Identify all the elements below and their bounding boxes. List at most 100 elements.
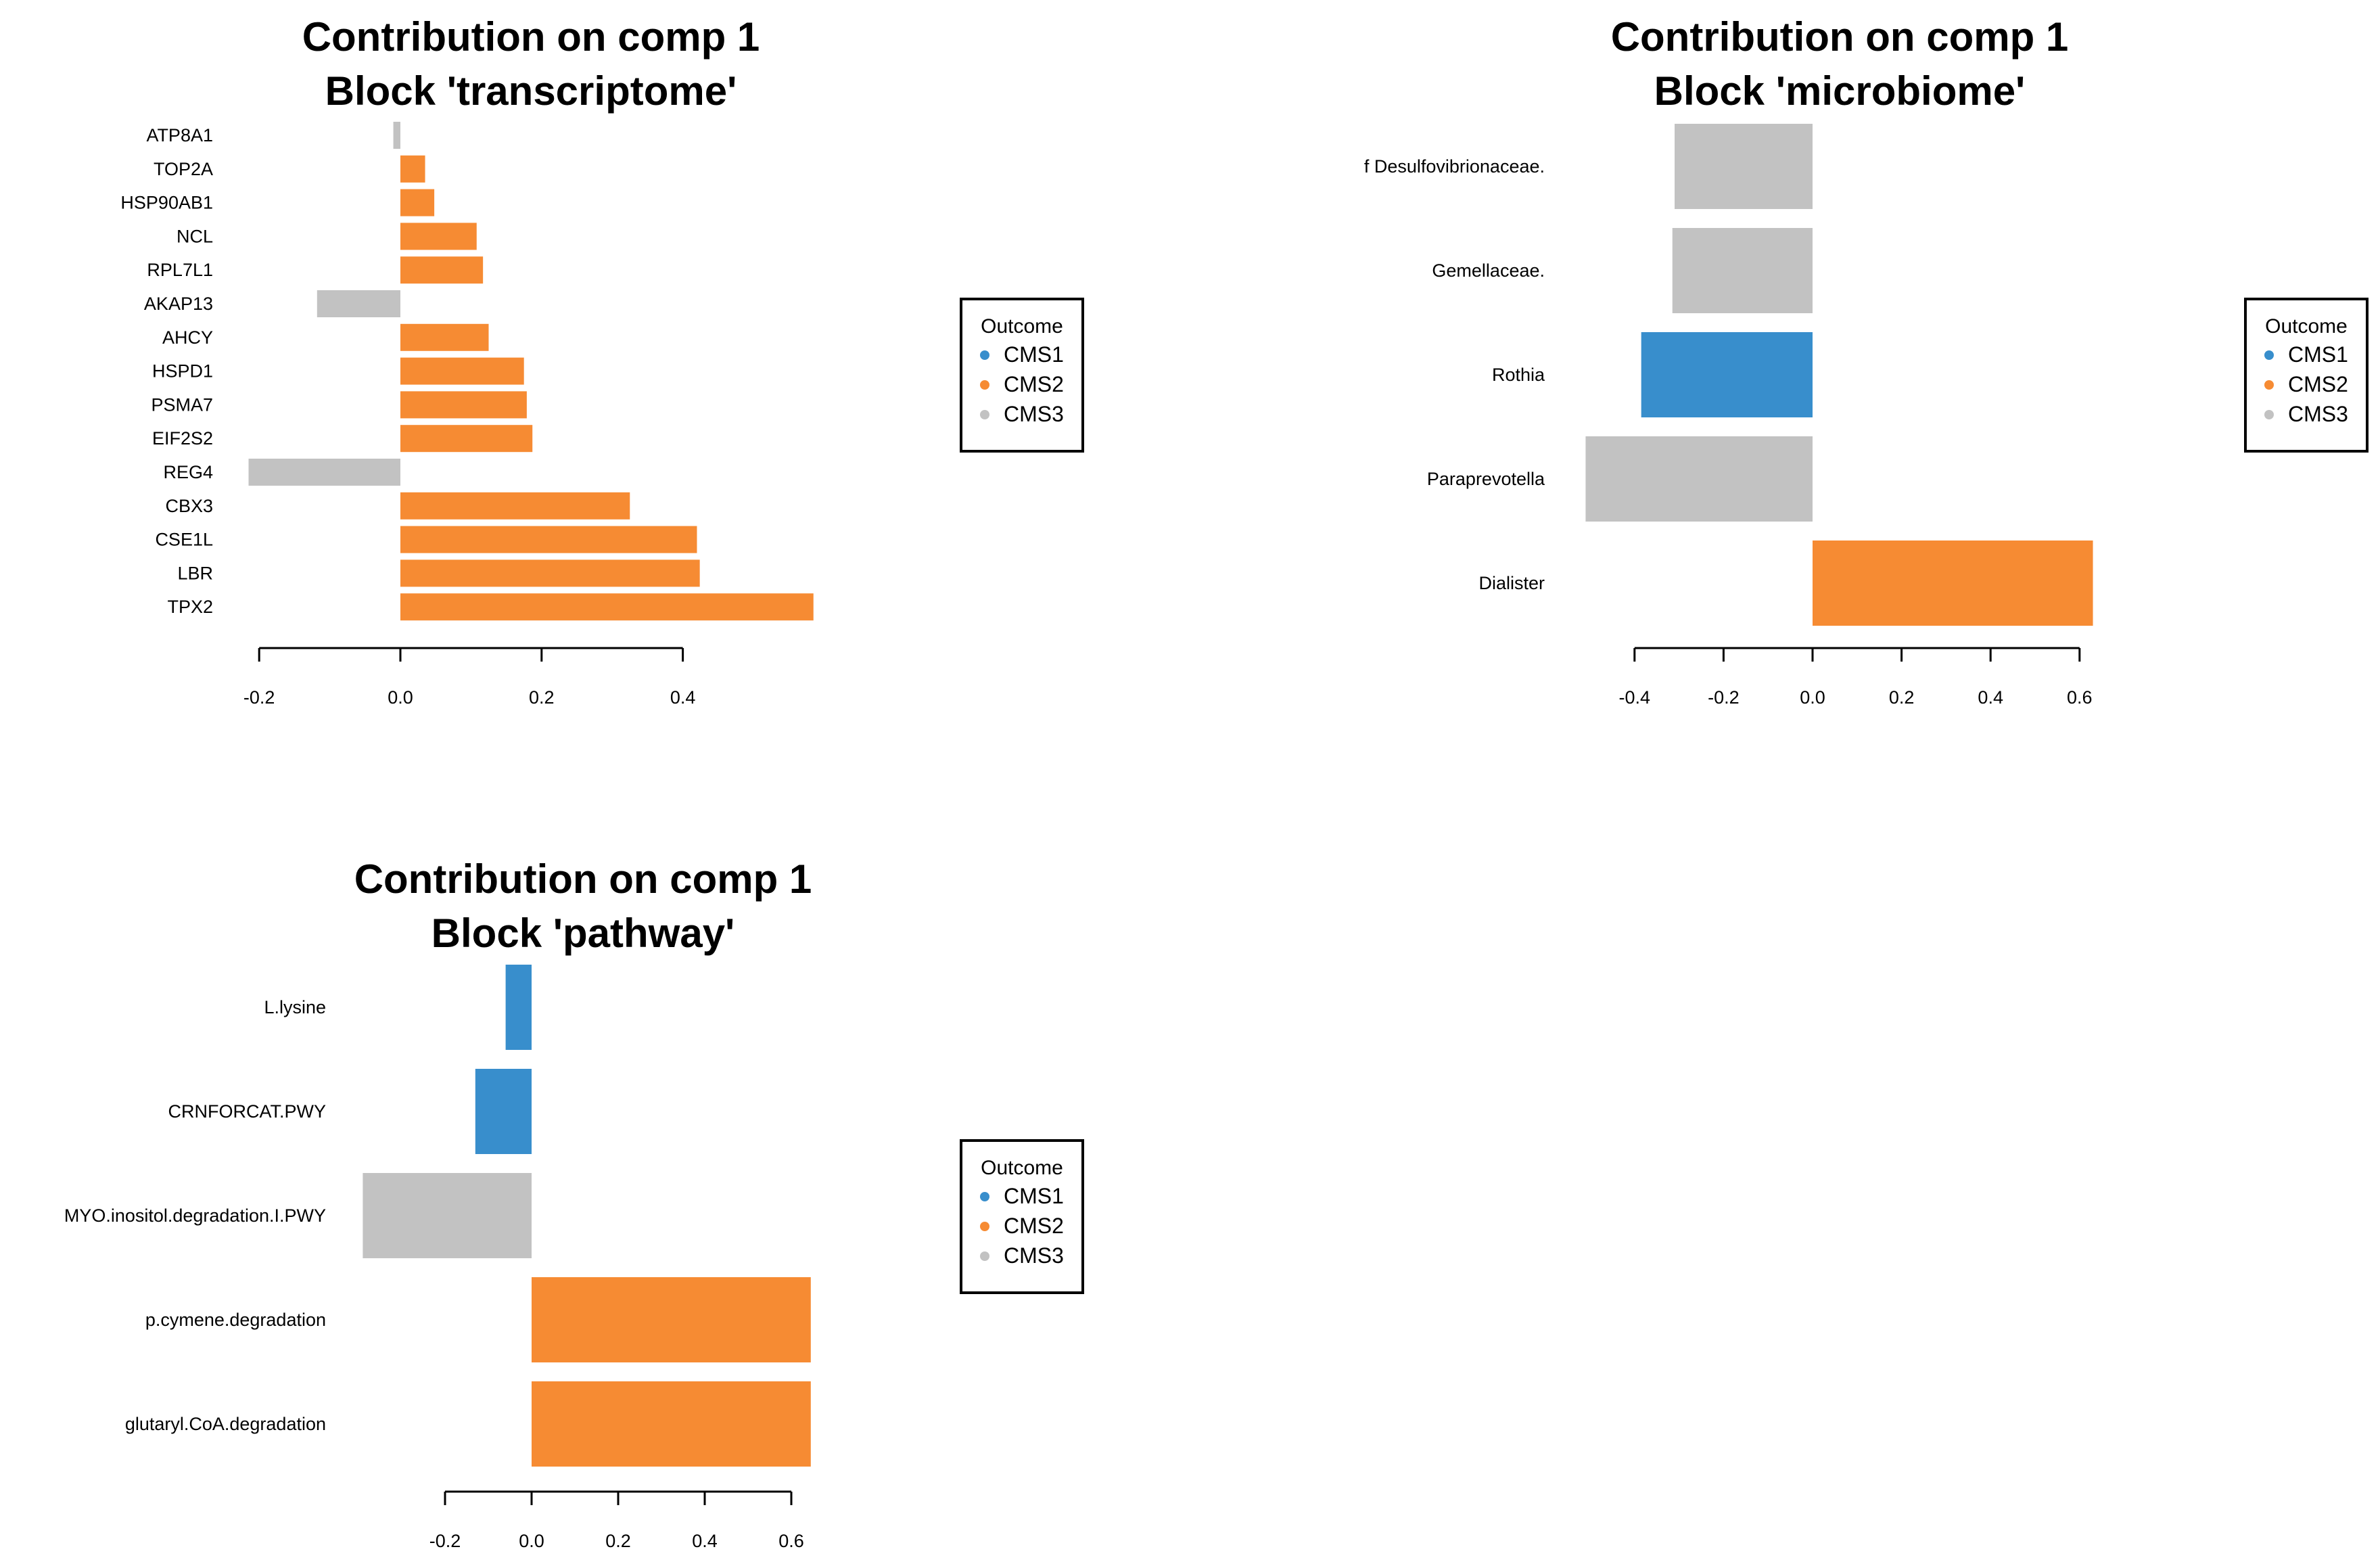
legend-title: Outcome <box>2265 315 2348 338</box>
category-label: HSPD1 <box>152 361 213 382</box>
category-label: ATP8A1 <box>146 125 213 145</box>
bar <box>1813 540 2093 626</box>
legend-entry: CMS1 <box>1004 1184 1064 1208</box>
legend-marker <box>980 350 989 360</box>
category-label: glutaryl.CoA.degradation <box>125 1414 326 1434</box>
category-label: CRNFORCAT.PWY <box>168 1101 327 1122</box>
x-tick-label: -0.2 <box>429 1531 461 1551</box>
legend-marker <box>980 1251 989 1261</box>
legend-marker <box>980 410 989 419</box>
category-label: f Desulfovibrionaceae. <box>1364 156 1545 177</box>
legend-marker <box>980 380 989 390</box>
category-label: LBR <box>177 563 213 583</box>
legend-entry: CMS1 <box>1004 342 1064 367</box>
category-label: L.lysine <box>264 997 326 1017</box>
x-tick-label: 0.4 <box>692 1531 718 1551</box>
chart-title: Contribution on comp 1 <box>354 856 812 902</box>
bar <box>400 526 697 553</box>
chart-subtitle: Block 'transcriptome' <box>325 68 737 114</box>
category-label: Paraprevotella <box>1427 469 1545 489</box>
bar <box>400 425 533 453</box>
bar <box>505 965 532 1050</box>
bar <box>400 559 700 587</box>
bar <box>400 323 489 351</box>
category-label: p.cymene.degradation <box>145 1310 326 1330</box>
x-tick-label: 0.0 <box>1800 687 1825 708</box>
x-tick-label: 0.0 <box>519 1531 544 1551</box>
legend-entry: CMS3 <box>1004 1243 1064 1268</box>
legend-entry: CMS3 <box>1004 402 1064 426</box>
bar <box>475 1069 532 1154</box>
x-tick-label: 0.4 <box>670 687 696 708</box>
x-tick-label: 0.6 <box>778 1531 804 1551</box>
x-tick-label: 0.4 <box>1978 687 2003 708</box>
x-tick-label: 0.0 <box>388 687 413 708</box>
legend-marker <box>980 1222 989 1231</box>
panel-pathway: Contribution on comp 1 Block 'pathway' L.l… <box>64 856 1084 1551</box>
chart-title: Contribution on comp 1 <box>1611 14 2069 60</box>
category-label: AKAP13 <box>144 294 213 314</box>
category-label: TPX2 <box>167 597 213 617</box>
x-tick-label: -0.4 <box>1619 687 1651 708</box>
bar <box>400 391 527 419</box>
chart-title: Contribution on comp 1 <box>302 14 760 60</box>
legend-box <box>960 298 1084 453</box>
panel-transcriptome: Contribution on comp 1 Block 'transcripto… <box>120 14 1084 708</box>
bar <box>248 459 400 486</box>
category-label: MYO.inositol.degradation.I.PWY <box>64 1205 326 1226</box>
legend-entry: CMS2 <box>1004 1214 1064 1238</box>
category-label: PSMA7 <box>151 394 213 415</box>
legend-entry: CMS3 <box>2288 402 2348 426</box>
legend-marker <box>2264 410 2274 419</box>
legend-title: Outcome <box>981 1157 1063 1179</box>
panel-microbiome: Contribution on comp 1 Block 'microbiome'… <box>1364 14 2369 708</box>
legend: Outcome CMS1 CMS2 CMS3 <box>960 1139 1084 1294</box>
bar <box>400 223 477 250</box>
legend-marker <box>2264 350 2274 360</box>
bar <box>1672 228 1813 313</box>
bar <box>400 492 630 520</box>
category-label: EIF2S2 <box>152 428 213 448</box>
chart-subtitle: Block 'pathway' <box>431 911 735 956</box>
legend-entry: CMS1 <box>2288 342 2348 367</box>
x-tick-label: -0.2 <box>1708 687 1740 708</box>
category-label: CSE1L <box>155 530 213 550</box>
bar <box>317 290 400 317</box>
bar <box>400 189 435 216</box>
bar <box>363 1173 532 1258</box>
legend-box <box>960 1139 1084 1294</box>
legend-marker <box>2264 380 2274 390</box>
bar <box>532 1381 811 1467</box>
bar <box>400 357 524 385</box>
bar <box>1585 436 1813 522</box>
category-label: NCL <box>177 226 213 246</box>
category-label: RPL7L1 <box>147 260 213 280</box>
category-label: Gemellaceae. <box>1432 260 1545 281</box>
category-label: HSP90AB1 <box>120 193 213 213</box>
legend-box <box>2244 298 2369 453</box>
category-label: REG4 <box>163 462 213 482</box>
category-label: AHCY <box>162 327 213 348</box>
x-tick-label: 0.2 <box>529 687 555 708</box>
x-tick-label: -0.2 <box>243 687 275 708</box>
x-tick-label: 0.2 <box>1889 687 1915 708</box>
bar <box>400 155 425 183</box>
bar <box>1641 332 1813 417</box>
bar <box>393 122 400 149</box>
legend: Outcome CMS1 CMS2 CMS3 <box>960 298 1084 453</box>
bar <box>1675 124 1813 209</box>
bar <box>400 256 484 284</box>
legend-entry: CMS2 <box>1004 372 1064 396</box>
legend-title: Outcome <box>981 315 1063 338</box>
x-tick-label: 0.2 <box>605 1531 631 1551</box>
category-label: TOP2A <box>154 159 213 179</box>
legend-entry: CMS2 <box>2288 372 2348 396</box>
bar <box>400 593 814 621</box>
legend: Outcome CMS1 CMS2 CMS3 <box>2244 298 2369 453</box>
legend-marker <box>980 1192 989 1201</box>
bar <box>532 1277 811 1362</box>
category-label: Rothia <box>1492 365 1545 385</box>
x-tick-label: 0.6 <box>2067 687 2093 708</box>
chart-subtitle: Block 'microbiome' <box>1654 68 2026 114</box>
